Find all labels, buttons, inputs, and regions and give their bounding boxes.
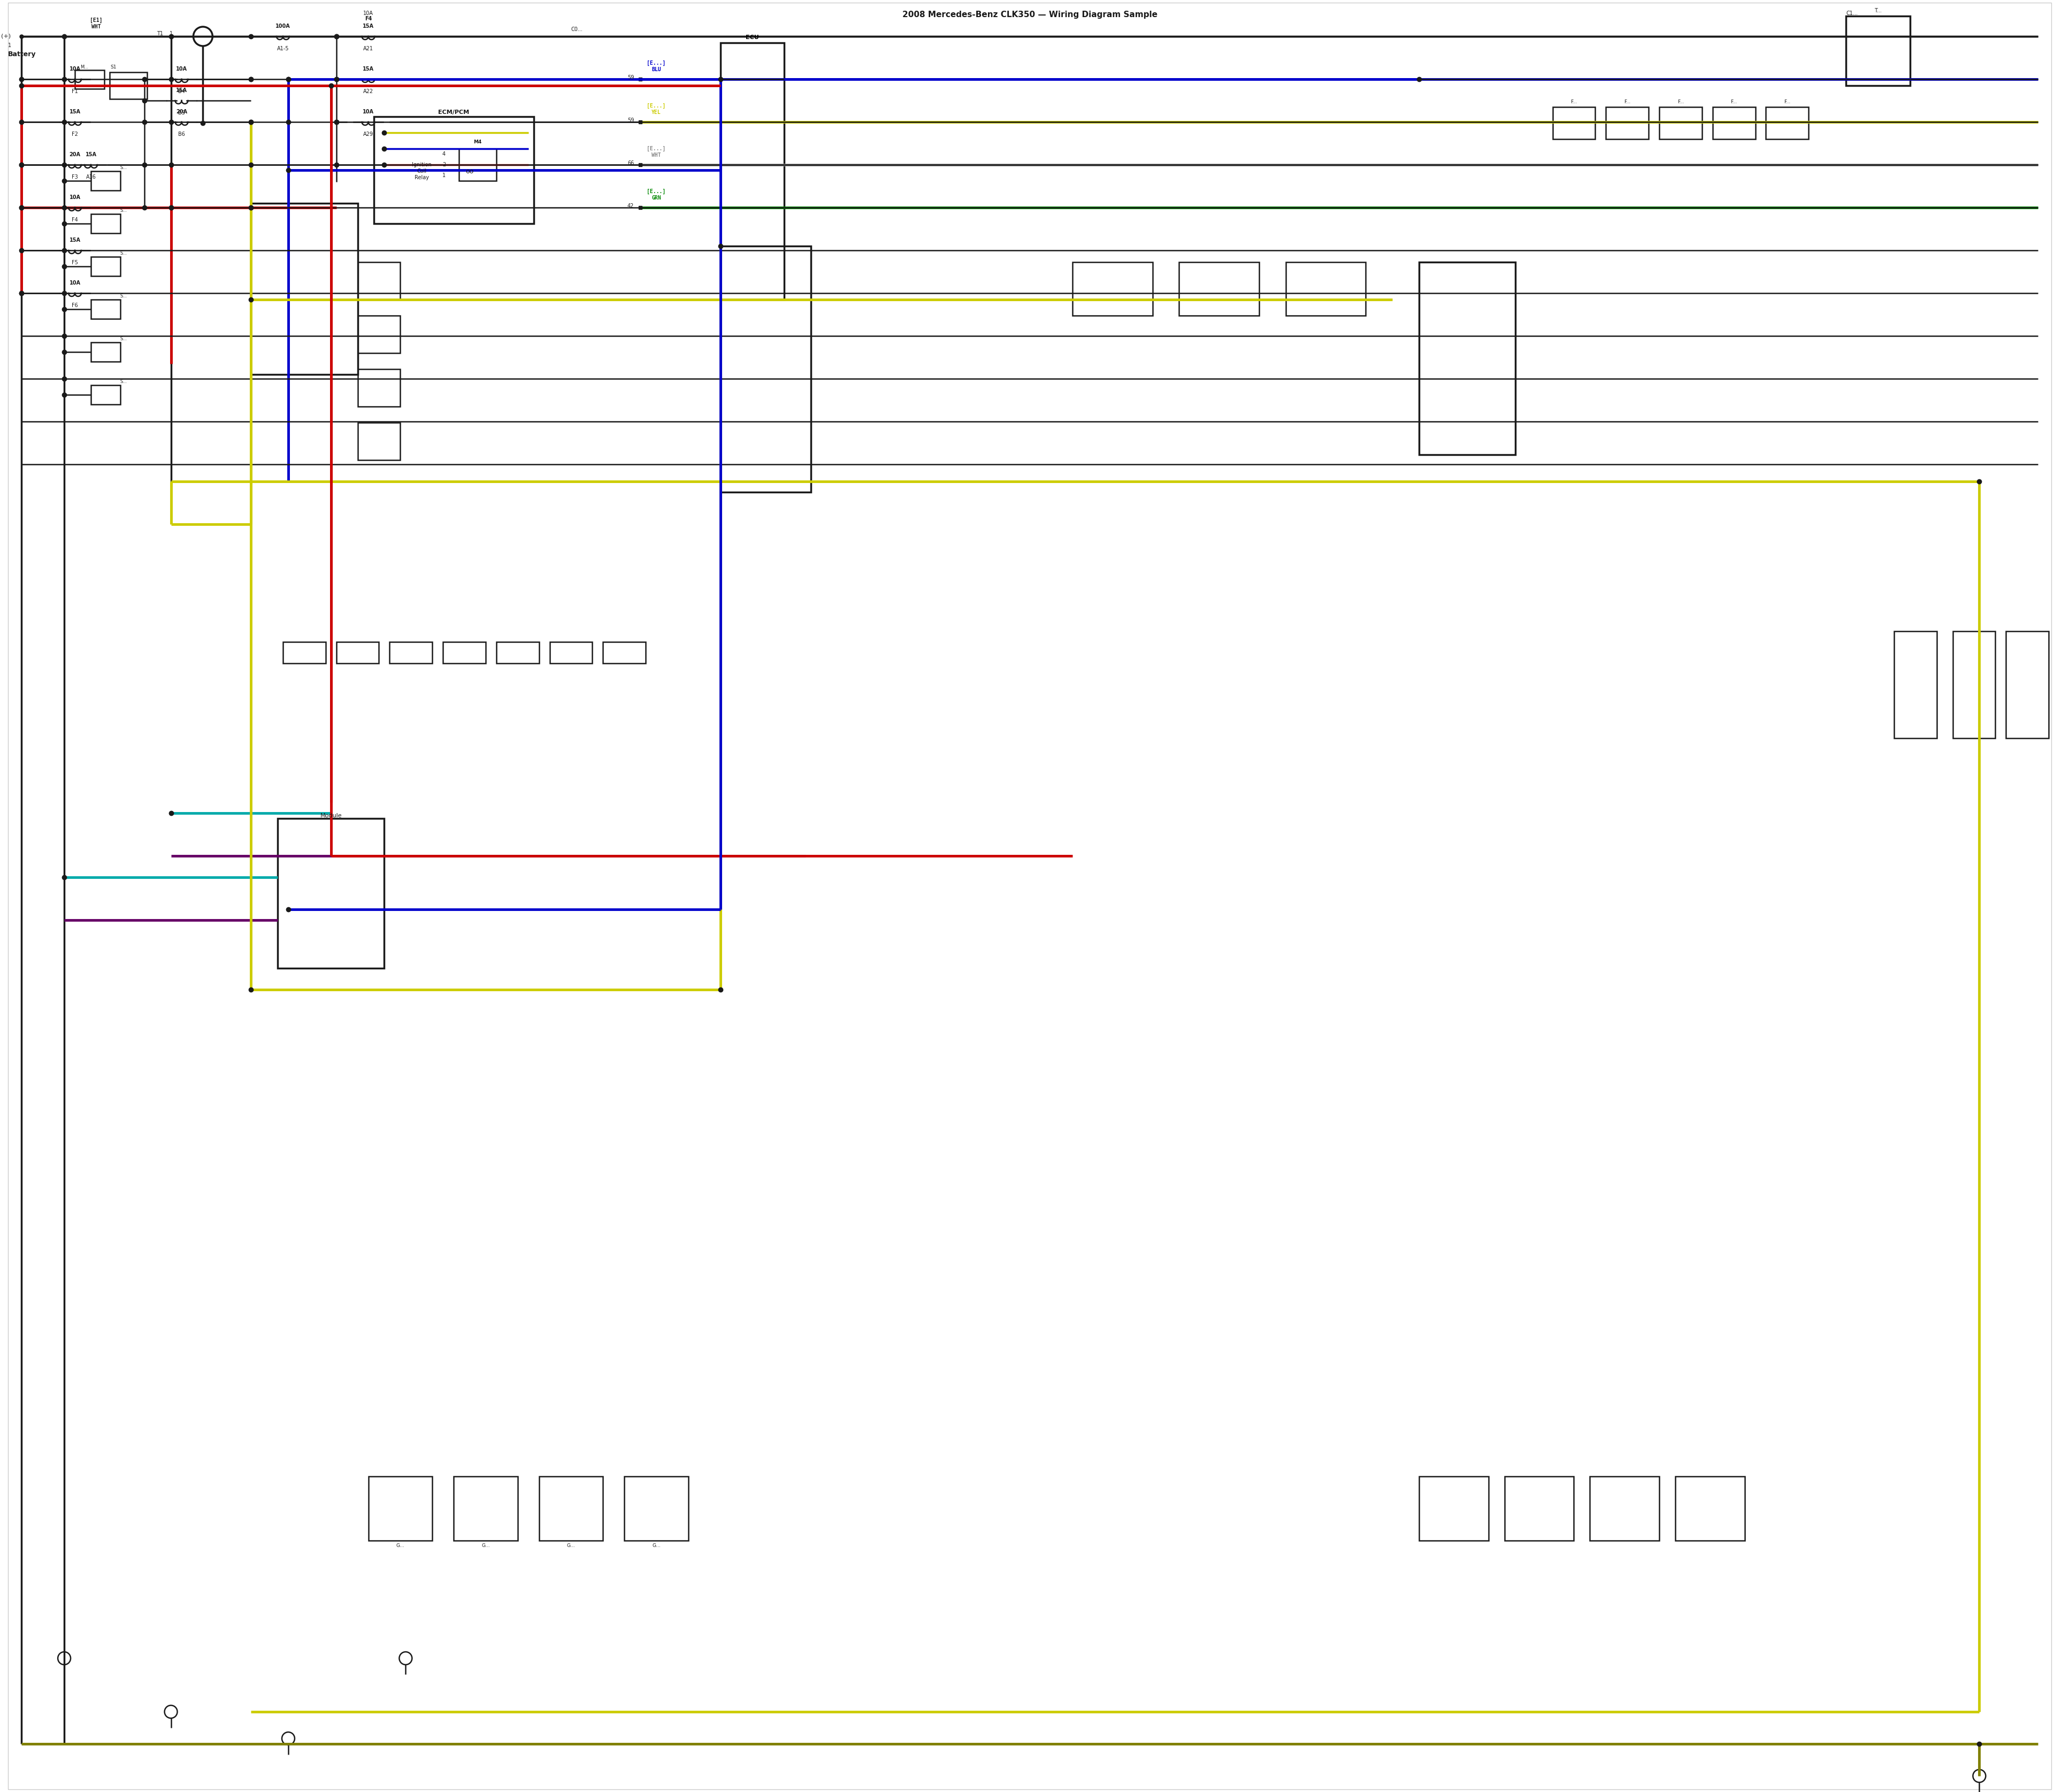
Text: T...: T...: [1875, 7, 1881, 13]
Text: [E...]
BLU: [E...] BLU: [647, 61, 665, 72]
Text: [E1]
WHT: [E1] WHT: [90, 18, 103, 29]
Text: F...: F...: [1625, 100, 1631, 104]
Bar: [1713, 108, 1756, 140]
Text: ECM/PCM: ECM/PCM: [438, 109, 468, 115]
Text: B6: B6: [179, 131, 185, 136]
Text: A29: A29: [364, 131, 374, 136]
Bar: [109, 72, 148, 99]
Text: 1: 1: [168, 30, 173, 36]
Bar: [90, 299, 121, 319]
Text: 10A: 10A: [364, 11, 374, 16]
Text: S...: S...: [121, 294, 127, 299]
Bar: [337, 642, 380, 663]
Text: 15A: 15A: [364, 23, 374, 29]
Bar: [1676, 1477, 1744, 1541]
Text: 15A: 15A: [70, 238, 80, 244]
Text: S...: S...: [121, 165, 127, 170]
Bar: [1606, 108, 1649, 140]
Text: B4: B4: [179, 90, 185, 95]
Text: F4: F4: [72, 217, 78, 222]
Bar: [444, 642, 485, 663]
Bar: [1894, 631, 1937, 738]
Text: 15A: 15A: [177, 88, 187, 93]
Bar: [1504, 1477, 1573, 1541]
Bar: [538, 1477, 604, 1541]
Text: Ignition
Coil
Relay: Ignition Coil Relay: [411, 163, 431, 179]
Text: 2008 Mercedes-Benz CLK350 — Wiring Diagram Sample: 2008 Mercedes-Benz CLK350 — Wiring Diagr…: [902, 11, 1156, 18]
Text: F...: F...: [1785, 100, 1791, 104]
Text: 1: 1: [442, 172, 446, 177]
Bar: [604, 642, 645, 663]
Text: S...: S...: [121, 208, 127, 213]
Bar: [497, 642, 538, 663]
Bar: [1953, 631, 1994, 738]
Bar: [721, 43, 785, 299]
Text: ECU: ECU: [746, 34, 760, 39]
Text: G...: G...: [653, 1543, 661, 1548]
Bar: [1660, 108, 1703, 140]
Text: 59: 59: [626, 75, 635, 81]
Text: 20A: 20A: [70, 152, 80, 158]
Bar: [1766, 108, 1810, 140]
Text: 10A: 10A: [70, 195, 80, 201]
Bar: [458, 149, 497, 181]
Bar: [90, 385, 121, 405]
Text: Battery: Battery: [8, 50, 37, 57]
Text: S1: S1: [111, 65, 117, 70]
Text: A1-5: A1-5: [277, 47, 290, 52]
Bar: [74, 70, 105, 88]
Text: 4: 4: [442, 151, 446, 156]
Text: (+): (+): [2, 34, 10, 39]
Text: M4: M4: [474, 140, 483, 145]
Bar: [368, 1477, 431, 1541]
Bar: [1847, 16, 1910, 86]
Bar: [1553, 108, 1596, 140]
Text: 15A: 15A: [86, 152, 97, 158]
Bar: [1179, 262, 1259, 315]
Bar: [390, 642, 431, 663]
Text: G...: G...: [567, 1543, 575, 1548]
Text: 20A: 20A: [177, 109, 187, 115]
Text: 42: 42: [626, 202, 635, 208]
Text: Module: Module: [320, 814, 341, 819]
Bar: [721, 246, 811, 493]
Text: 10A: 10A: [177, 66, 187, 72]
Text: G...: G...: [481, 1543, 489, 1548]
Text: F3: F3: [72, 174, 78, 179]
Bar: [357, 423, 401, 461]
Text: 1: 1: [8, 43, 12, 48]
Text: G...: G...: [396, 1543, 405, 1548]
Text: 10A: 10A: [70, 280, 80, 285]
Bar: [1419, 262, 1516, 455]
Text: F5: F5: [72, 260, 78, 265]
Text: F4: F4: [366, 16, 372, 22]
Bar: [357, 262, 401, 299]
Text: A16: A16: [86, 174, 97, 179]
Text: oo: oo: [466, 168, 474, 174]
Bar: [1590, 1477, 1660, 1541]
Text: S...: S...: [121, 337, 127, 340]
Text: S...: S...: [121, 251, 127, 256]
Text: M...: M...: [80, 65, 88, 70]
Text: 10A: 10A: [364, 109, 374, 115]
Bar: [1419, 1477, 1489, 1541]
Bar: [90, 256, 121, 276]
Text: F1: F1: [72, 90, 78, 95]
Bar: [357, 315, 401, 353]
Text: [E...]
YEL: [E...] YEL: [647, 104, 665, 115]
Text: F...: F...: [1732, 100, 1738, 104]
Text: F2: F2: [72, 131, 78, 136]
Bar: [90, 172, 121, 190]
Bar: [550, 642, 592, 663]
Text: F6: F6: [72, 303, 78, 308]
Bar: [90, 342, 121, 362]
Bar: [251, 202, 357, 375]
Bar: [357, 369, 401, 407]
Text: T1: T1: [156, 30, 162, 36]
Text: [E...]
GRN: [E...] GRN: [647, 188, 665, 201]
Text: 10A: 10A: [70, 66, 80, 72]
Text: [E...]
WHT: [E...] WHT: [647, 147, 665, 158]
Text: F...: F...: [1571, 100, 1577, 104]
Text: 15A: 15A: [70, 109, 80, 115]
Text: F...: F...: [1678, 100, 1684, 104]
